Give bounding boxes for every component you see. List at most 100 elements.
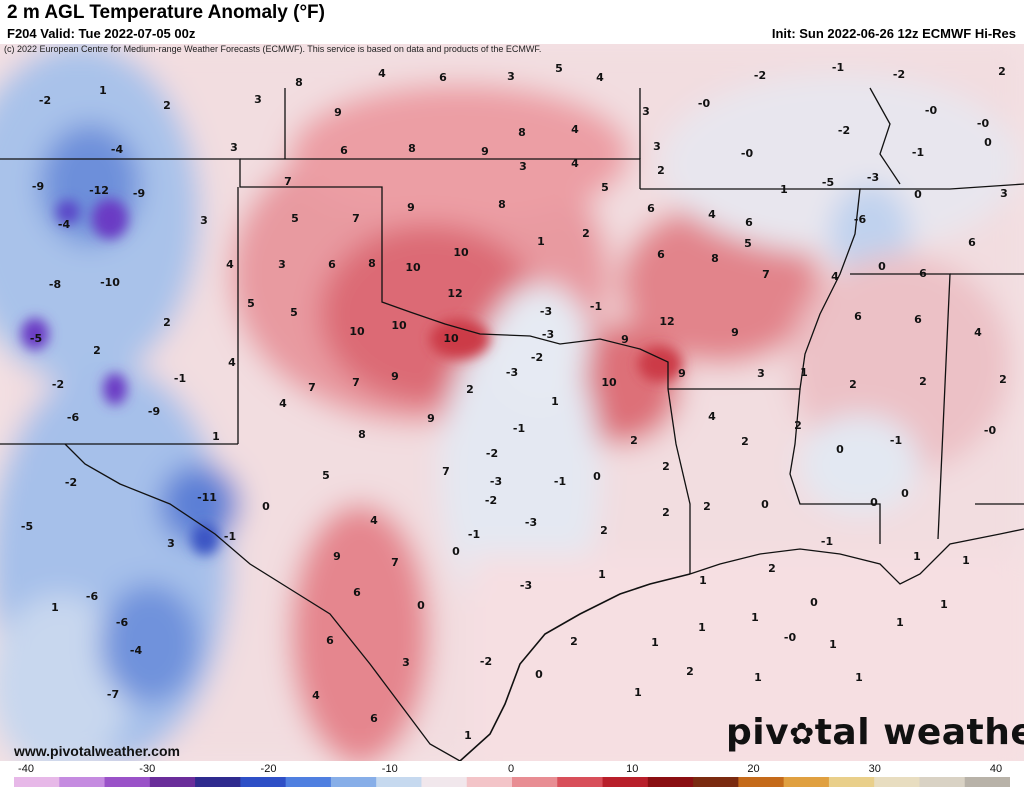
- colorbar-swatch: [240, 777, 287, 787]
- anomaly-label: -2: [480, 655, 492, 668]
- anomaly-label: 1: [699, 574, 707, 587]
- anomaly-label: 10: [391, 319, 407, 332]
- anomaly-label: 4: [596, 71, 604, 84]
- coastline: [459, 573, 691, 761]
- anomaly-label: -1: [912, 146, 924, 159]
- anomaly-label: 3: [200, 214, 208, 227]
- colorbar: [14, 777, 1010, 787]
- anomaly-label: 6: [647, 202, 655, 215]
- anomaly-label: -0: [977, 117, 990, 130]
- anomaly-label: 1: [829, 638, 837, 651]
- logo-text-right: tal weather: [814, 712, 1024, 753]
- anomaly-label: 1: [698, 621, 706, 634]
- anomaly-label: 2: [999, 373, 1007, 386]
- init-time: Init: Sun 2022-06-26 12z ECMWF Hi-Res: [771, 26, 1016, 41]
- anomaly-label: 1: [651, 636, 659, 649]
- anomaly-label: 3: [1000, 187, 1008, 200]
- anomaly-label: 9: [333, 550, 341, 563]
- anomaly-label: 4: [571, 123, 579, 136]
- anomaly-label: 8: [295, 76, 303, 89]
- anomaly-label: -2: [754, 69, 766, 82]
- anomaly-label: 2: [466, 383, 474, 396]
- anomaly-label: -0: [784, 631, 797, 644]
- anomaly-label: 4: [974, 326, 982, 339]
- anomaly-label: 6: [326, 634, 334, 647]
- anomaly-label: 9: [427, 412, 435, 425]
- anomaly-label: 5: [247, 297, 255, 310]
- anomaly-label: 2: [703, 500, 711, 513]
- colorbar-swatch: [919, 777, 966, 787]
- anomaly-label: -11: [197, 491, 217, 504]
- colorbar-swatch: [557, 777, 604, 787]
- anomaly-label: -4: [130, 644, 143, 657]
- anomaly-label: 1: [800, 366, 808, 379]
- anomaly-label: 4: [831, 270, 839, 283]
- anomaly-label: -1: [174, 372, 186, 385]
- anomaly-label: 2: [794, 419, 802, 432]
- anomaly-label: 0: [761, 498, 769, 511]
- anomaly-label: 9: [621, 333, 629, 346]
- logo-text-left: piv: [726, 712, 790, 753]
- anomaly-label: 1: [634, 686, 642, 699]
- map-title: 2 m AGL Temperature Anomaly (°F): [7, 2, 325, 23]
- anomaly-label: 0: [870, 496, 878, 509]
- anomaly-label: 2: [582, 227, 590, 240]
- anomaly-label: 6: [854, 310, 862, 323]
- anomaly-label: 9: [391, 370, 399, 383]
- anomaly-label: 2: [741, 435, 749, 448]
- anomaly-label: 5: [555, 62, 563, 75]
- anomaly-label: -2: [838, 124, 850, 137]
- anomaly-label: 8: [358, 428, 366, 441]
- anomaly-label: 4: [571, 157, 579, 170]
- anomaly-label: 0: [452, 545, 460, 558]
- anomaly-label: 3: [519, 160, 527, 173]
- anomaly-label: -3: [490, 475, 502, 488]
- anomaly-label: -2: [39, 94, 51, 107]
- anomaly-label: 6: [439, 71, 447, 84]
- copyright-notice: (c) 2022 European Centre for Medium-rang…: [4, 44, 542, 54]
- colorbar-gradient: [14, 777, 1010, 787]
- anomaly-label: -1: [832, 61, 844, 74]
- anomaly-label: -4: [58, 218, 71, 231]
- anomaly-label: 7: [391, 556, 399, 569]
- anomaly-label: 10: [453, 246, 469, 259]
- anomaly-label: 4: [312, 689, 320, 702]
- anomaly-label: 1: [598, 568, 606, 581]
- colorbar-tick-label: -10: [381, 763, 398, 775]
- anomaly-label: 4: [226, 258, 234, 271]
- anomaly-label: 3: [642, 105, 650, 118]
- colorbar-swatch: [376, 777, 422, 787]
- anomaly-map[interactable]: -2 1 2 3 8 4 6 3 5 4 -2 -1 -2 2 3 -0 9 8 4 -2 -0 -0 0 3 6 8 9 3 4 3 -0…: [0, 44, 1024, 761]
- colorbar-swatch: [693, 777, 739, 787]
- anomaly-label: 6: [919, 267, 927, 280]
- colorbar-swatch: [59, 777, 106, 787]
- colorbar-swatch: [330, 777, 377, 787]
- anomaly-label: 5: [601, 181, 609, 194]
- colorbar-swatch: [647, 777, 694, 787]
- valid-time: F204 Valid: Tue 2022-07-05 00z: [7, 26, 196, 41]
- anomaly-label: 1: [51, 601, 59, 614]
- anomaly-label: 2: [570, 635, 578, 648]
- anomaly-label: 2: [600, 524, 608, 537]
- anomaly-label: 0: [984, 136, 992, 149]
- anomaly-label: 10: [443, 332, 459, 345]
- anomaly-label: 4: [378, 67, 386, 80]
- anomaly-label: 5: [744, 237, 752, 250]
- anomaly-label: 1: [99, 84, 107, 97]
- anomaly-label: 6: [745, 216, 753, 229]
- website-url[interactable]: www.pivotalweather.com: [14, 743, 180, 759]
- state-borders: [0, 87, 1024, 761]
- colorbar-swatch: [738, 777, 785, 787]
- anomaly-label: -5: [822, 176, 834, 189]
- anomaly-label: -5: [30, 332, 42, 345]
- anomaly-label: 0: [878, 260, 886, 273]
- anomaly-label: 9: [481, 145, 489, 158]
- anomaly-label: 0: [901, 487, 909, 500]
- anomaly-label: -6: [86, 590, 99, 603]
- anomaly-label: 6: [340, 144, 348, 157]
- anomaly-label: 3: [757, 367, 765, 380]
- colorbar-swatch: [285, 777, 332, 787]
- anomaly-label: 7: [308, 381, 316, 394]
- anomaly-label: 9: [678, 367, 686, 380]
- colorbar-tick-label: -20: [260, 763, 277, 775]
